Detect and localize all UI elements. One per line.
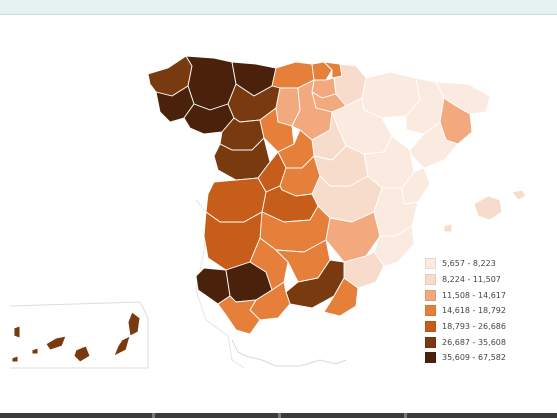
taskbar-divider: [404, 413, 407, 418]
taskbar-divider: [278, 413, 281, 418]
map-legend: 5,657 - 8,223 8,224 - 11,507 11,508 - 14,6…: [425, 256, 506, 366]
legend-label: 5,657 - 8,223: [442, 259, 496, 269]
province-cordoba[interactable]: [249, 237, 289, 291]
legend-swatch: [425, 336, 436, 348]
legend-label: 11,508 - 14,617: [442, 290, 506, 300]
province-las-palmas-gran-canaria[interactable]: [73, 345, 91, 363]
legend-swatch: [425, 352, 436, 364]
bottom-taskbar-strip: [0, 413, 557, 418]
legend-item: 8,224 - 11,507: [425, 272, 506, 288]
legend-label: 26,687 - 35,608: [442, 337, 506, 347]
province-tenerife-la-gomera[interactable]: [31, 347, 39, 355]
canary-inset-frame: [9, 301, 149, 369]
legend-item: 35,609 - 67,582: [425, 350, 506, 366]
province-las-palmas-lanzarote[interactable]: [127, 311, 141, 337]
morocco-coast-outline: [231, 339, 347, 367]
province-valladolid[interactable]: [259, 107, 295, 153]
province-tenerife-la-palma[interactable]: [13, 325, 21, 339]
legend-swatch: [425, 289, 436, 301]
legend-swatch: [425, 305, 436, 317]
legend-item: 11,508 - 14,617: [425, 287, 506, 303]
legend-item: 18,793 - 26,686: [425, 319, 506, 335]
province-baleares-mallorca[interactable]: [473, 195, 503, 221]
legend-label: 18,793 - 26,686: [442, 322, 506, 332]
province-almeria[interactable]: [323, 277, 359, 317]
legend-swatch: [425, 321, 436, 333]
province-huelva[interactable]: [195, 267, 231, 305]
top-toolbar-strip: [0, 0, 557, 15]
legend-item: 26,687 - 35,608: [425, 334, 506, 350]
legend-label: 14,618 - 18,792: [442, 306, 506, 316]
legend-label: 8,224 - 11,507: [442, 275, 501, 285]
province-baleares-menorca[interactable]: [511, 189, 527, 201]
province-las-palmas-fuerteventura[interactable]: [113, 335, 131, 357]
province-cadiz[interactable]: [217, 295, 261, 335]
province-tenerife-el-hierro[interactable]: [11, 355, 19, 363]
legend-item: 5,657 - 8,223: [425, 256, 506, 272]
province-albacete[interactable]: [325, 211, 381, 263]
legend-label: 35,609 - 67,582: [442, 353, 506, 363]
legend-swatch: [425, 274, 436, 286]
legend-item: 14,618 - 18,792: [425, 303, 506, 319]
province-tenerife[interactable]: [45, 335, 67, 351]
province-baleares-ibiza[interactable]: [443, 223, 453, 233]
taskbar-divider: [152, 413, 155, 418]
province-tarragona[interactable]: [409, 121, 459, 169]
legend-swatch: [425, 258, 436, 270]
province-vizcaya[interactable]: [311, 61, 333, 81]
